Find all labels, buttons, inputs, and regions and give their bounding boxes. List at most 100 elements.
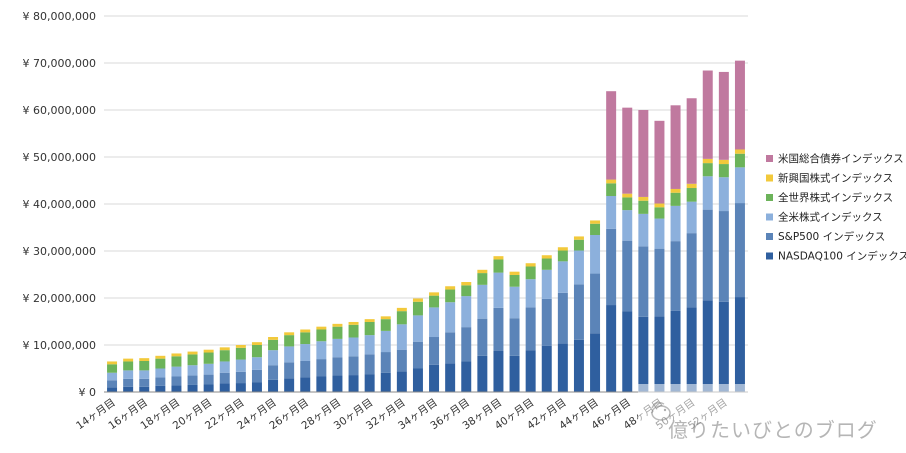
y-tick-label: ¥ 0: [79, 386, 97, 399]
bar-segment: [300, 377, 311, 392]
bar-segment: [638, 213, 649, 247]
bar-segment: [670, 205, 681, 242]
bar-segment: [686, 233, 697, 308]
bar-segment: [348, 321, 359, 325]
bar-segment: [509, 274, 520, 287]
bar-segment: [525, 307, 536, 351]
bar-segment: [268, 339, 279, 351]
bar-stack: [300, 329, 311, 392]
bar-segment: [493, 259, 504, 273]
bar-segment: [493, 272, 504, 308]
bar-segment: [107, 361, 118, 365]
bar-segment: [203, 352, 214, 364]
bar-segment: [300, 332, 311, 345]
watermark-overlay: [638, 384, 906, 453]
bird-logo-icon: [651, 401, 671, 421]
bar-segment: [702, 300, 713, 392]
bar-stack: [268, 337, 279, 392]
bar-stack: [541, 255, 552, 392]
bar-segment: [573, 339, 584, 392]
bar-stack: [445, 286, 456, 392]
bar-stack: [525, 263, 536, 392]
bar-segment: [187, 351, 198, 355]
legend-swatch: [766, 155, 773, 162]
bar-segment: [123, 370, 134, 379]
bar-segment: [412, 301, 423, 316]
bar-segment: [268, 337, 279, 340]
legend-label: 米国総合債券インデックス: [778, 152, 904, 165]
bar-segment: [171, 366, 182, 377]
bar-segment: [718, 164, 729, 178]
bar-segment: [686, 183, 697, 189]
bar-stack: [123, 358, 134, 392]
bar-segment: [702, 163, 713, 177]
bar-stack: [155, 355, 166, 392]
bar-segment: [429, 364, 440, 392]
bar-segment: [638, 316, 649, 392]
bar-stack: [429, 292, 440, 392]
bar-segment: [316, 326, 327, 330]
legend-swatch: [766, 194, 773, 201]
bar-stack: [396, 307, 407, 392]
bar-segment: [509, 355, 520, 392]
bar-segment: [541, 269, 552, 299]
bar-segment: [219, 361, 230, 373]
bar-segment: [606, 196, 617, 229]
bar-segment: [622, 311, 633, 392]
bar-segment: [300, 360, 311, 378]
bar-segment: [123, 378, 134, 387]
bar-segment: [412, 315, 423, 342]
bar-segment: [316, 376, 327, 392]
bar-segment: [380, 352, 391, 373]
bar-segment: [590, 333, 601, 392]
bar-segment: [429, 337, 440, 365]
bar-segment: [606, 179, 617, 184]
bar-stack: [461, 282, 472, 392]
bar-segment: [123, 358, 134, 362]
bar-segment: [541, 255, 552, 259]
bar-segment: [670, 188, 681, 193]
bar-segment: [364, 319, 375, 322]
bar-segment: [573, 236, 584, 240]
bar-stack: [380, 316, 391, 392]
bar-segment: [638, 110, 649, 197]
bar-segment: [235, 347, 246, 360]
bar-segment: [203, 363, 214, 375]
bar-segment: [734, 203, 745, 298]
bar-segment: [461, 296, 472, 328]
bar-stack: [364, 319, 375, 392]
bar-segment: [348, 356, 359, 376]
bar-segment: [429, 292, 440, 296]
legend-label: NASDAQ100 インデックス: [778, 250, 906, 263]
bar-segment: [380, 372, 391, 392]
bar-segment: [445, 363, 456, 392]
bar-segment: [155, 355, 166, 359]
bar-segment: [412, 298, 423, 302]
bar-stack: [187, 351, 198, 392]
bar-segment: [525, 263, 536, 267]
y-tick-label: ¥ 20,000,000: [23, 292, 96, 305]
bar-segment: [654, 248, 665, 317]
bar-segment: [251, 342, 262, 345]
bar-segment: [171, 376, 182, 386]
bar-segment: [590, 223, 601, 236]
legend-label: 全米株式インデックス: [778, 211, 883, 224]
bar-segment: [557, 261, 568, 293]
bar-segment: [557, 292, 568, 344]
bar-segment: [445, 302, 456, 333]
bar-segment: [702, 176, 713, 210]
bar-segment: [654, 203, 665, 208]
bar-stack: [670, 105, 681, 392]
bar-segment: [396, 349, 407, 372]
bar-segment: [251, 345, 262, 358]
legend: 米国総合債券インデックス新興国株式インデックス全世界株式インデックス全米株式イン…: [766, 152, 906, 263]
bar-segment: [171, 356, 182, 367]
bar-stack: [219, 347, 230, 392]
bar-segment: [300, 329, 311, 333]
bar-segment: [509, 271, 520, 275]
bar-segment: [654, 218, 665, 249]
bar-segment: [541, 258, 552, 270]
bar-stack: [718, 71, 729, 392]
bar-segment: [477, 273, 488, 285]
y-tick-label: ¥ 80,000,000: [23, 10, 96, 23]
